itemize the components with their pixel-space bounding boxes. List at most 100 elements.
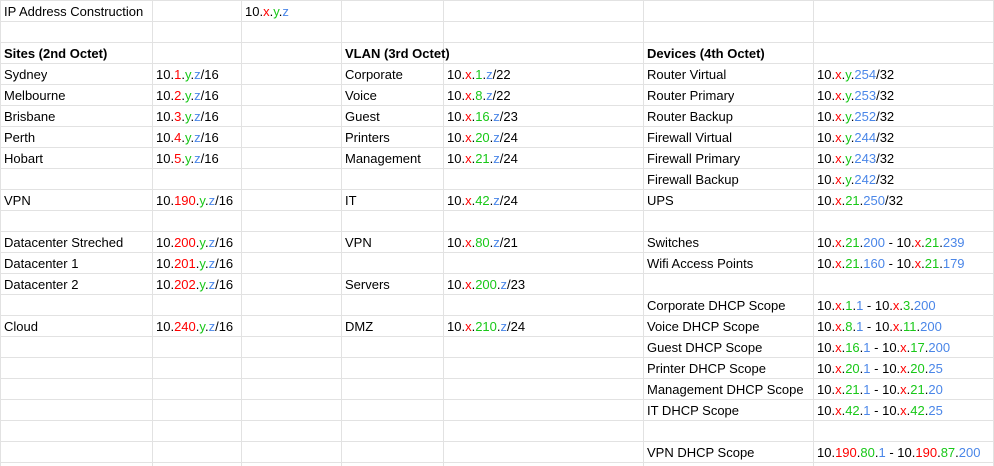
title-value-cell[interactable]: 10.x.y.z — [245, 1, 289, 22]
vlan-name-cell[interactable]: Guest — [345, 109, 380, 124]
devices-address-cell[interactable]: 10.x.21.1 - 10.x.21.20 — [817, 379, 943, 400]
devices-address-cell[interactable]: 10.x.y.252/32 — [817, 106, 894, 127]
devices-address-cell[interactable]: 10.x.y.242/32 — [817, 169, 894, 190]
vlan-name-cell[interactable]: Printers — [345, 130, 390, 145]
octet-segment: . — [195, 319, 200, 334]
octet-segment: 3 — [174, 109, 182, 124]
devices-address-cell[interactable]: 10.x.y.243/32 — [817, 148, 894, 169]
octet-segment: 179 — [942, 256, 965, 271]
octet-segment: . — [874, 445, 879, 460]
devices-name-cell[interactable]: Voice DHCP Scope — [647, 319, 760, 334]
devices-name-cell[interactable]: Printer DHCP Scope — [647, 361, 766, 376]
octet-segment: /32 — [885, 193, 904, 208]
vlan-name-cell[interactable]: DMZ — [345, 319, 374, 334]
octet-segment: z — [194, 109, 201, 124]
sites-address-cell[interactable]: 10.2.y.z/16 — [156, 85, 219, 106]
sites-name-cell[interactable]: Sydney — [4, 67, 48, 82]
vlan-address-cell[interactable]: 10.x.21.z/24 — [447, 148, 518, 169]
vlan-address-cell[interactable]: 10.x.8.z/22 — [447, 85, 511, 106]
octet-segment: x — [835, 193, 842, 208]
octet-segment: 190 — [174, 193, 196, 208]
sites-address-cell[interactable]: 10.1.y.z/16 — [156, 64, 219, 85]
vlan-address-cell[interactable]: 10.x.200.z/23 — [447, 274, 525, 295]
octet-segment: - 10. — [870, 403, 901, 418]
vlan-name-cell[interactable]: VPN — [345, 235, 372, 250]
sites-address-cell[interactable]: 10.201.y.z/16 — [156, 253, 233, 274]
octet-segment: z — [486, 88, 493, 103]
devices-address-cell[interactable]: 10.x.y.244/32 — [817, 127, 894, 148]
devices-address-cell[interactable]: 10.x.16.1 - 10.x.17.200 — [817, 337, 950, 358]
devices-name-cell[interactable]: Firewall Primary — [647, 151, 741, 166]
devices-address-cell[interactable]: 10.x.y.253/32 — [817, 85, 894, 106]
devices-address-cell[interactable]: 10.x.21.200 - 10.x.21.239 — [817, 232, 965, 253]
devices-address-cell[interactable]: 10.x.20.1 - 10.x.20.25 — [817, 358, 943, 379]
devices-header[interactable]: Devices (4th Octet) — [647, 46, 765, 61]
sites-name-cell[interactable]: Hobart — [4, 151, 44, 166]
vlan-address-cell[interactable]: 10.x.210.z/24 — [447, 316, 525, 337]
vlan-address-cell[interactable]: 10.x.80.z/21 — [447, 232, 518, 253]
octet-segment: /32 — [876, 172, 895, 187]
octet-segment: 1 — [856, 298, 864, 313]
sites-address-cell[interactable]: 10.4.y.z/16 — [156, 127, 219, 148]
vlan-name-cell[interactable]: Management — [345, 151, 421, 166]
devices-address-cell[interactable]: 10.x.21.160 - 10.x.21.179 — [817, 253, 965, 274]
devices-name-cell[interactable]: Management DHCP Scope — [647, 382, 804, 397]
sites-name-cell[interactable]: Datacenter 2 — [4, 277, 79, 292]
vlan-address-cell[interactable]: 10.x.1.z/22 — [447, 64, 511, 85]
octet-segment: /16 — [215, 193, 234, 208]
vlan-address-cell[interactable]: 10.x.20.z/24 — [447, 127, 518, 148]
octet-segment: . — [906, 361, 911, 376]
devices-name-cell[interactable]: Switches — [647, 235, 700, 250]
sites-name-cell[interactable]: VPN — [4, 193, 31, 208]
title-label-cell[interactable]: IP Address Construction — [4, 4, 144, 19]
vlan-name-cell[interactable]: IT — [345, 193, 357, 208]
sites-name-cell[interactable]: Perth — [4, 130, 36, 145]
devices-address-cell[interactable]: 10.x.8.1 - 10.x.11.200 — [817, 316, 942, 337]
sites-address-cell[interactable]: 10.5.y.z/16 — [156, 148, 219, 169]
devices-name-cell[interactable]: Router Backup — [647, 109, 733, 124]
sites-address-cell[interactable]: 10.202.y.z/16 — [156, 274, 233, 295]
vlan-header[interactable]: VLAN (3rd Octet) — [345, 46, 450, 61]
octet-segment: 10. — [156, 256, 175, 271]
devices-name-cell[interactable]: Router Virtual — [647, 67, 727, 82]
sites-name-cell[interactable]: Cloud — [4, 319, 38, 334]
devices-name-cell[interactable]: IT DHCP Scope — [647, 403, 740, 418]
devices-name-cell[interactable]: UPS — [647, 193, 674, 208]
devices-name-cell[interactable]: Wifi Access Points — [647, 256, 754, 271]
sites-name-cell[interactable]: Melbourne — [4, 88, 66, 103]
devices-address-cell[interactable]: 10.x.42.1 - 10.x.42.25 — [817, 400, 943, 421]
row-gridline — [0, 378, 994, 379]
vlan-name-cell[interactable]: Corporate — [345, 67, 403, 82]
vlan-address-cell[interactable]: 10.x.42.z/24 — [447, 190, 518, 211]
octet-segment: 16 — [845, 340, 860, 355]
sites-address-cell[interactable]: 10.200.y.z/16 — [156, 232, 233, 253]
vlan-address-cell[interactable]: 10.x.16.z/23 — [447, 106, 518, 127]
octet-segment: x — [835, 151, 842, 166]
devices-name-cell[interactable]: Guest DHCP Scope — [647, 340, 763, 355]
sites-name-cell[interactable]: Datacenter 1 — [4, 256, 79, 271]
octet-segment: 210 — [475, 319, 497, 334]
octet-segment: z — [194, 88, 201, 103]
sites-address-cell[interactable]: 10.190.y.z/16 — [156, 190, 233, 211]
devices-address-cell[interactable]: 10.x.1.1 - 10.x.3.200 — [817, 295, 936, 316]
devices-address-cell[interactable]: 10.190.80.1 - 10.190.87.200 — [817, 442, 980, 463]
octet-segment: /16 — [200, 109, 219, 124]
octet-segment: 190 — [915, 445, 938, 460]
devices-name-cell[interactable]: VPN DHCP Scope — [647, 445, 755, 460]
devices-name-cell[interactable]: Corporate DHCP Scope — [647, 298, 786, 313]
sites-name-cell[interactable]: Datacenter Streched — [4, 235, 124, 250]
vlan-name-cell[interactable]: Servers — [345, 277, 390, 292]
sites-header[interactable]: Sites (2nd Octet) — [4, 46, 108, 61]
devices-name-cell[interactable]: Router Primary — [647, 88, 735, 103]
devices-name-cell[interactable]: Firewall Backup — [647, 172, 739, 187]
devices-address-cell[interactable]: 10.x.21.250/32 — [817, 190, 903, 211]
devices-address-cell[interactable]: 10.x.y.254/32 — [817, 64, 894, 85]
sites-name-cell[interactable]: Brisbane — [4, 109, 56, 124]
sites-address-cell[interactable]: 10.3.y.z/16 — [156, 106, 219, 127]
vlan-name-cell[interactable]: Voice — [345, 88, 377, 103]
octet-segment: 10. — [817, 403, 836, 418]
sites-address-cell[interactable]: 10.240.y.z/16 — [156, 316, 233, 337]
octet-segment: . — [850, 109, 855, 124]
octet-segment: y — [199, 235, 205, 250]
devices-name-cell[interactable]: Firewall Virtual — [647, 130, 733, 145]
